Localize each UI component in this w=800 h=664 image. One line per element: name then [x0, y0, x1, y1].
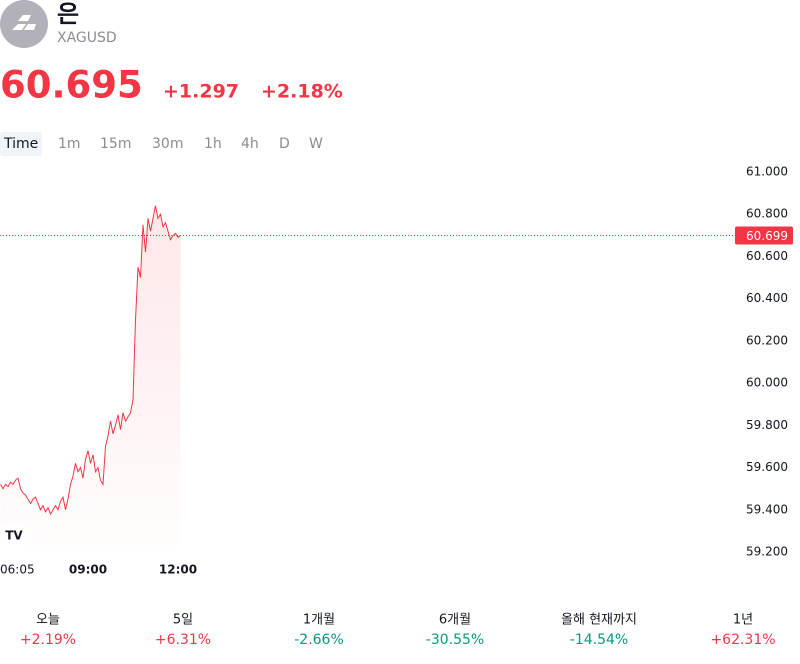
period-change: -14.54%: [570, 632, 628, 648]
interval-tab[interactable]: 1h: [204, 136, 222, 152]
period-change: +62.31%: [710, 632, 775, 648]
interval-tab[interactable]: W: [309, 136, 323, 152]
y-tick-label: 61.000: [746, 165, 788, 179]
interval-tab[interactable]: 4h: [241, 136, 259, 152]
x-tick-label: 09:00: [69, 563, 107, 577]
interval-tab[interactable]: 30m: [152, 136, 183, 152]
tab-selected-bg: [0, 132, 42, 156]
last-price-box: [735, 226, 793, 245]
period-label[interactable]: 5일: [173, 613, 193, 628]
x-tick-label: 06:05: [0, 563, 35, 577]
tv-logo: TV: [5, 529, 23, 543]
x-tick-label: 12:00: [159, 563, 197, 577]
tv-logo-bg: [1, 522, 27, 548]
period-change: -2.66%: [294, 632, 344, 648]
interval-tab[interactable]: Time: [3, 136, 38, 152]
symbol-title: 은: [57, 0, 79, 28]
y-tick-label: 59.800: [746, 418, 788, 432]
y-tick-label: 60.000: [746, 376, 788, 390]
period-change: +2.19%: [20, 632, 76, 648]
y-tick-label: 59.200: [746, 545, 788, 559]
y-tick-label: 60.600: [746, 249, 788, 263]
price-change-pct: +2.18%: [261, 81, 343, 103]
period-label[interactable]: 1개월: [303, 613, 335, 628]
y-tick-label: 59.400: [746, 502, 788, 516]
last-price-label: 60.699: [746, 229, 788, 243]
y-tick-label: 60.800: [746, 207, 788, 221]
period-label[interactable]: 올해 현재까지: [561, 613, 637, 628]
price: 60.695: [0, 64, 143, 107]
interval-tab[interactable]: 1m: [58, 136, 81, 152]
period-label[interactable]: 오늘: [36, 613, 60, 628]
interval-tab[interactable]: 15m: [100, 136, 131, 152]
area-fill: [0, 205, 181, 547]
price-line: [0, 205, 181, 516]
period-label[interactable]: 1년: [733, 613, 753, 628]
price-change: +1.297: [163, 81, 239, 103]
y-tick-label: 59.600: [746, 460, 788, 474]
interval-tab[interactable]: D: [279, 136, 290, 152]
symbol-code: XAGUSD: [57, 30, 117, 46]
period-change: -30.55%: [426, 632, 484, 648]
period-label[interactable]: 6개월: [439, 613, 471, 628]
period-change: +6.31%: [155, 632, 211, 648]
y-tick-label: 60.200: [746, 333, 788, 347]
y-tick-label: 60.400: [746, 291, 788, 305]
icon-bars: [12, 15, 36, 30]
